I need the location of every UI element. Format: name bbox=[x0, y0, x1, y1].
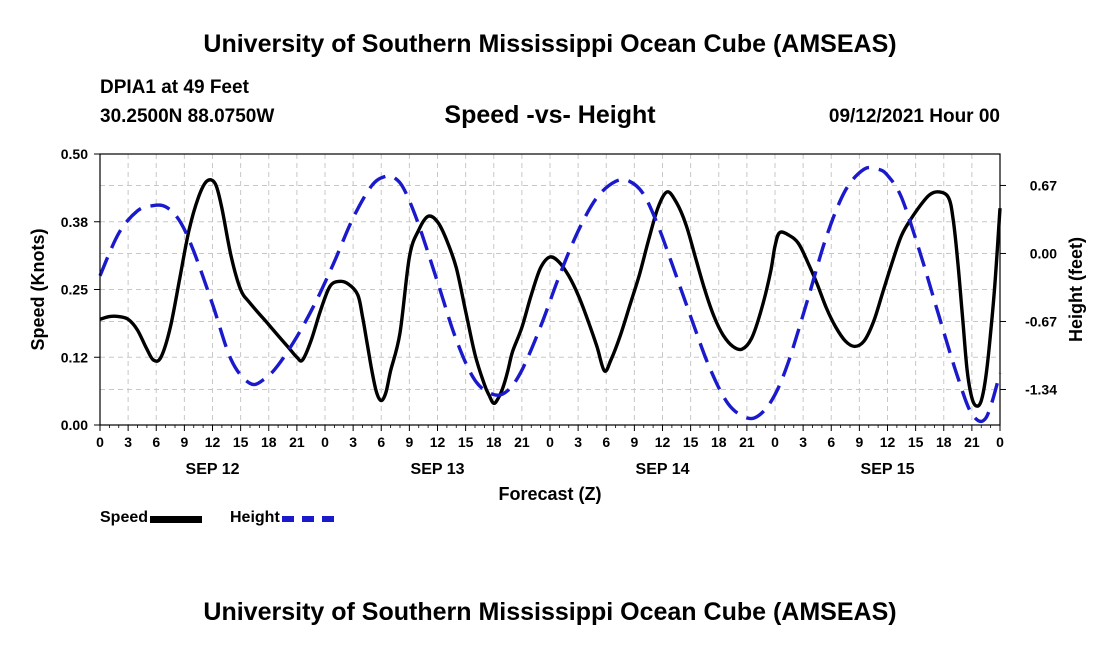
y-tick-label: 0.12 bbox=[61, 349, 88, 365]
x-tick-label: 21 bbox=[289, 434, 305, 450]
day-label: SEP 13 bbox=[411, 461, 465, 478]
coordinates-label: 30.2500N 88.0750W bbox=[100, 106, 275, 127]
x-tick-label: 15 bbox=[683, 434, 699, 450]
x-tick-label: 9 bbox=[630, 434, 638, 450]
x-tick-label: 9 bbox=[855, 434, 863, 450]
y-tick-label: 0.50 bbox=[61, 146, 88, 162]
x-tick-label: 6 bbox=[152, 434, 160, 450]
speed-height-chart: 0 3 6 9 12 15 18 21 0 3 6 9 12 15 18 21 0 3 6 9 12 15 18 21 0 3 6 9… bbox=[28, 146, 1086, 504]
legend-speed: Speed bbox=[100, 509, 203, 527]
x-tick-label: 18 bbox=[261, 434, 277, 450]
x-tick-label: 12 bbox=[205, 434, 221, 450]
legend-speed-swatch bbox=[150, 515, 203, 523]
x-tick-label: 0 bbox=[96, 434, 104, 450]
y-right-tick-label: -1.34 bbox=[1025, 381, 1057, 397]
legend-height: Height bbox=[230, 509, 334, 527]
grid bbox=[99, 154, 1001, 425]
y-axis-label: Speed (Knots) bbox=[28, 228, 48, 350]
x-tick-label: 3 bbox=[574, 434, 582, 450]
x-tick-label: 3 bbox=[349, 434, 357, 450]
x-tick-label: 18 bbox=[486, 434, 502, 450]
height-line bbox=[98, 165, 1002, 424]
x-tick-label: 0 bbox=[321, 434, 329, 450]
y-axis-right-label: Height (feet) bbox=[1066, 237, 1086, 342]
x-tick-label: 12 bbox=[655, 434, 671, 450]
x-tick-label: 21 bbox=[514, 434, 530, 450]
x-tick-label: 21 bbox=[964, 434, 980, 450]
legend-height-swatch bbox=[281, 516, 334, 522]
chart-title: Speed -vs- Height bbox=[444, 101, 656, 129]
x-tick-label: 12 bbox=[880, 434, 896, 450]
x-tick-label: 0 bbox=[546, 434, 554, 450]
station-label: DPIA1 at 49 Feet bbox=[100, 77, 249, 98]
x-tick-label: 9 bbox=[405, 434, 413, 450]
x-tick-label: 18 bbox=[711, 434, 727, 450]
x-tick-label: 0 bbox=[771, 434, 779, 450]
day-label: SEP 14 bbox=[636, 461, 690, 478]
day-label: SEP 12 bbox=[186, 461, 240, 478]
x-tick-label: 15 bbox=[458, 434, 474, 450]
y-tick-label: 0.38 bbox=[61, 214, 88, 230]
x-tick-label: 6 bbox=[602, 434, 610, 450]
x-tick-label: 0 bbox=[996, 434, 1004, 450]
speed-line bbox=[99, 178, 1002, 408]
forecast-datetime: 09/12/2021 Hour 00 bbox=[828, 106, 1000, 127]
x-tick-label: 9 bbox=[180, 434, 188, 450]
x-tick-label: 6 bbox=[377, 434, 385, 450]
legend-height-label: Height bbox=[230, 509, 280, 526]
legend-speed-label: Speed bbox=[100, 509, 149, 526]
x-tick-label: 6 bbox=[827, 434, 835, 450]
y-right-tick-label: -0.67 bbox=[1025, 313, 1057, 329]
y-right-tick-label: 0.67 bbox=[1030, 177, 1057, 193]
x-tick-label: 21 bbox=[739, 434, 755, 450]
axes: 0 3 6 9 12 15 18 21 0 3 6 9 12 15 18 21 0 3 6 9 12 15 18 21 0 3 6 9… bbox=[61, 146, 1057, 478]
x-tick-label: 3 bbox=[124, 434, 132, 450]
speed-series bbox=[99, 178, 1002, 408]
day-label: SEP 15 bbox=[861, 461, 915, 478]
x-tick-label: 3 bbox=[799, 434, 807, 450]
x-tick-label: 12 bbox=[430, 434, 446, 450]
x-axis-label: Forecast (Z) bbox=[498, 484, 601, 504]
y-tick-label: 0.00 bbox=[61, 417, 88, 433]
x-tick-label: 15 bbox=[233, 434, 249, 450]
height-series bbox=[98, 165, 1002, 424]
footer-title: University of Southern Mississippi Ocean… bbox=[203, 598, 897, 626]
y-right-tick-label: 0.00 bbox=[1030, 245, 1057, 261]
y-tick-label: 0.25 bbox=[61, 282, 88, 298]
x-tick-label: 18 bbox=[936, 434, 952, 450]
page-title: University of Southern Mississippi Ocean… bbox=[203, 30, 897, 58]
x-tick-label: 15 bbox=[908, 434, 924, 450]
